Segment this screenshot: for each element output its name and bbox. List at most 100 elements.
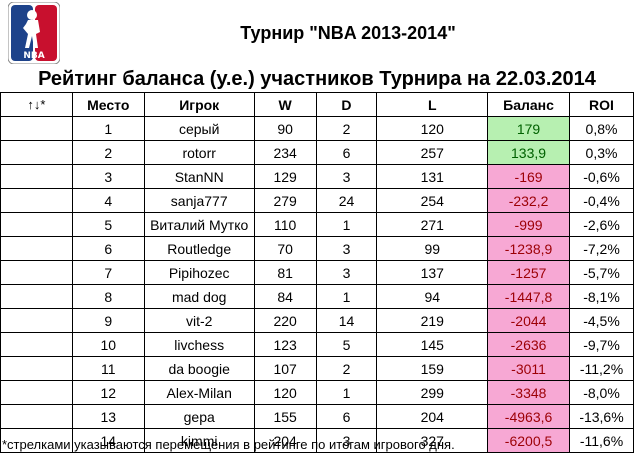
player-cell: mad dog <box>143 284 255 309</box>
place-cell: 1 <box>71 116 145 141</box>
place-cell: 13 <box>71 404 145 429</box>
draws-cell: 2 <box>315 116 378 141</box>
place-cell: 6 <box>71 236 145 261</box>
column-header-arrows: ↑↓* <box>0 92 73 117</box>
table-row: 12 Alex-Milan 120 1 299 -3348 -8,0% <box>0 380 634 405</box>
losses-cell: 204 <box>376 404 489 429</box>
roi-cell: -13,6% <box>569 404 634 429</box>
column-header-d: D <box>315 92 378 117</box>
arrow-cell <box>0 284 73 309</box>
player-cell: sanja777 <box>143 188 255 213</box>
place-cell: 2 <box>71 140 145 165</box>
balance-cell: -1257 <box>487 260 570 285</box>
wins-cell: 279 <box>253 188 317 213</box>
column-header-w: W <box>253 92 317 117</box>
table-row: 9 vit-2 220 14 219 -2044 -4,5% <box>0 308 634 333</box>
losses-cell: 257 <box>376 140 489 165</box>
player-cell: Виталий Мутко <box>143 212 255 237</box>
table-row: 6 Routledge 70 3 99 -1238,9 -7,2% <box>0 236 634 261</box>
roi-cell: -4,5% <box>569 308 634 333</box>
draws-cell: 3 <box>315 236 378 261</box>
draws-cell: 1 <box>315 212 378 237</box>
table-row: 4 sanja777 279 24 254 -232,2 -0,4% <box>0 188 634 213</box>
roi-cell: 0,8% <box>569 116 634 141</box>
wins-cell: 220 <box>253 308 317 333</box>
table-row: 7 Pipihozec 81 3 137 -1257 -5,7% <box>0 260 634 285</box>
losses-cell: 145 <box>376 332 489 357</box>
roi-cell: -9,7% <box>569 332 634 357</box>
arrow-cell <box>0 404 73 429</box>
player-cell: vit-2 <box>143 308 255 333</box>
draws-cell: 3 <box>315 260 378 285</box>
ranking-table: ↑↓* Место Игрок W D L Баланс ROI 1 серый 9… <box>0 92 634 453</box>
arrow-cell <box>0 116 73 141</box>
arrow-cell <box>0 260 73 285</box>
table-row: 3 StanNN 129 3 131 -169 -0,6% <box>0 164 634 189</box>
arrow-cell <box>0 332 73 357</box>
balance-cell: -1238,9 <box>487 236 570 261</box>
column-header-roi: ROI <box>569 92 634 117</box>
place-cell: 10 <box>71 332 145 357</box>
draws-cell: 6 <box>315 404 378 429</box>
roi-cell: -8,0% <box>569 380 634 405</box>
arrow-cell <box>0 188 73 213</box>
page-title: Турнир "NBA 2013-2014" <box>240 22 456 43</box>
column-header-balance: Баланс <box>487 92 570 117</box>
losses-cell: 159 <box>376 356 489 381</box>
losses-cell: 120 <box>376 116 489 141</box>
roi-cell: -11,2% <box>569 356 634 381</box>
draws-cell: 1 <box>315 284 378 309</box>
balance-cell: -1447,8 <box>487 284 570 309</box>
wins-cell: 107 <box>253 356 317 381</box>
roi-cell: -0,6% <box>569 164 634 189</box>
player-cell: gepa <box>143 404 255 429</box>
player-cell: rotorr <box>143 140 255 165</box>
arrow-cell <box>0 164 73 189</box>
arrow-cell <box>0 212 73 237</box>
column-header-player: Игрок <box>143 92 255 117</box>
table-row: 10 livchess 123 5 145 -2636 -9,7% <box>0 332 634 357</box>
balance-cell: 179 <box>487 116 570 141</box>
player-cell: da boogie <box>143 356 255 381</box>
balance-cell: -2044 <box>487 308 570 333</box>
losses-cell: 254 <box>376 188 489 213</box>
balance-cell: -169 <box>487 164 570 189</box>
arrow-cell <box>0 356 73 381</box>
losses-cell: 131 <box>376 164 489 189</box>
table-row: 1 серый 90 2 120 179 0,8% <box>0 116 634 141</box>
roi-cell: -0,4% <box>569 188 634 213</box>
balance-cell: -4963,6 <box>487 404 570 429</box>
wins-cell: 110 <box>253 212 317 237</box>
balance-cell: -999 <box>487 212 570 237</box>
player-cell: Routledge <box>143 236 255 261</box>
place-cell: 5 <box>71 212 145 237</box>
losses-cell: 137 <box>376 260 489 285</box>
arrow-cell <box>0 236 73 261</box>
wins-cell: 129 <box>253 164 317 189</box>
place-cell: 7 <box>71 260 145 285</box>
arrow-cell <box>0 380 73 405</box>
balance-cell: -6200,5 <box>487 428 570 453</box>
arrow-cell <box>0 428 73 453</box>
draws-cell: 2 <box>315 356 378 381</box>
wins-cell: 84 <box>253 284 317 309</box>
draws-cell: 24 <box>315 188 378 213</box>
player-cell: kimmi <box>143 428 255 453</box>
place-cell: 9 <box>71 308 145 333</box>
table-row: 8 mad dog 84 1 94 -1447,8 -8,1% <box>0 284 634 309</box>
balance-cell: -3348 <box>487 380 570 405</box>
wins-cell: 70 <box>253 236 317 261</box>
losses-cell: 94 <box>376 284 489 309</box>
draws-cell: 1 <box>315 380 378 405</box>
column-header-place: Место <box>71 92 145 117</box>
arrow-cell <box>0 140 73 165</box>
balance-cell: 133,9 <box>487 140 570 165</box>
player-cell: Alex-Milan <box>143 380 255 405</box>
losses-cell: 271 <box>376 212 489 237</box>
wins-cell: 155 <box>253 404 317 429</box>
roi-cell: -7,2% <box>569 236 634 261</box>
losses-cell: 327 <box>376 428 489 453</box>
draws-cell: 3 <box>315 164 378 189</box>
place-cell: 3 <box>71 164 145 189</box>
